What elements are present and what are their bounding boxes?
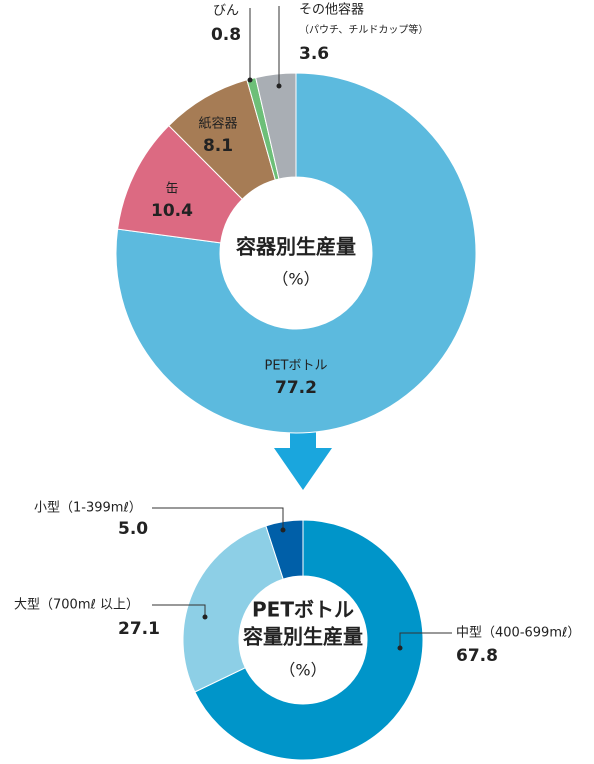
donut-slice: [182, 525, 284, 693]
leader-dot: [202, 614, 208, 620]
category-label: 大型（700mℓ 以上）: [14, 598, 139, 613]
value-label: 77.2: [275, 378, 317, 398]
donut-slice: [194, 519, 424, 761]
donut-slice: [265, 519, 304, 580]
chart-subtitle: 容量別生産量: [243, 625, 363, 649]
chart-title: PETボトル: [252, 598, 354, 622]
donut-slice: [255, 72, 297, 180]
category-label: びん: [213, 4, 239, 19]
category-label: 紙容器: [198, 116, 237, 132]
category-label: その他容器: [299, 2, 364, 18]
donut-slice: [115, 72, 477, 434]
leader-line: [399, 632, 452, 648]
chart-title: 容器別生産量: [236, 235, 356, 259]
leader-dot: [247, 77, 253, 83]
leader-dot: [397, 645, 403, 651]
value-label: 8.1: [203, 136, 233, 156]
value-label: 27.1: [118, 619, 160, 639]
annotation: （パウチ、チルドカップ等）: [299, 23, 428, 36]
leader-dot: [276, 83, 282, 89]
value-label: 0.8: [211, 25, 241, 45]
leader-line: [152, 507, 284, 530]
value-label: 67.8: [456, 646, 498, 666]
category-label: 缶: [165, 182, 178, 197]
category-label: 中型（400-699mℓ）: [456, 626, 580, 641]
leader-dot: [280, 527, 286, 533]
value-label: 10.4: [151, 201, 193, 221]
value-label: 5.0: [118, 519, 148, 539]
chart-unit: （%）: [279, 661, 326, 680]
chart-unit: （%）: [272, 270, 319, 289]
category-label: 小型（1-399mℓ）: [34, 501, 142, 516]
leader-line: [152, 604, 206, 617]
category-label: PETボトル: [265, 359, 328, 374]
value-label: 3.6: [299, 44, 329, 64]
